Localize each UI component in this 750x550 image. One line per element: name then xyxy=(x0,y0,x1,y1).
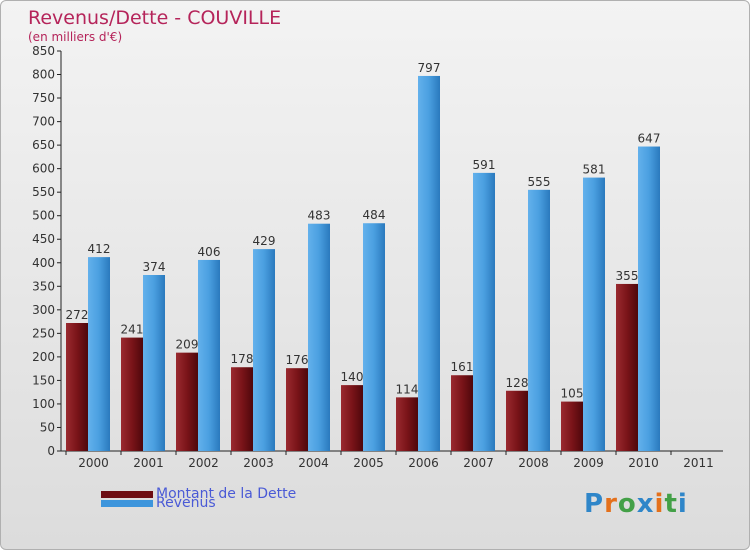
bar-revenus-value-label: 797 xyxy=(418,61,441,75)
y-tick-label: 850 xyxy=(32,44,55,58)
legend-label-revenus: Revenus xyxy=(156,495,216,511)
bar-revenus xyxy=(528,189,550,451)
y-tick-label: 250 xyxy=(32,326,55,340)
bar-dette-value-label: 209 xyxy=(176,338,199,352)
bar-revenus-value-label: 581 xyxy=(583,163,606,177)
logo-letter: o xyxy=(617,489,637,519)
y-tick-label: 750 xyxy=(32,91,55,105)
legend-swatch-dette xyxy=(101,491,153,498)
bar-revenus-value-label: 591 xyxy=(473,158,496,172)
bar-revenus-value-label: 406 xyxy=(198,245,221,259)
y-tick-label: 50 xyxy=(40,420,55,434)
logo-letter: i xyxy=(654,489,665,519)
y-tick-label: 150 xyxy=(32,373,55,387)
y-tick-label: 300 xyxy=(32,303,55,317)
bar-dette-value-label: 105 xyxy=(561,387,584,401)
x-tick-label: 2003 xyxy=(243,456,274,470)
bar-revenus xyxy=(88,257,110,451)
bar-revenus xyxy=(198,259,220,451)
x-tick-label: 2008 xyxy=(518,456,549,470)
x-tick-label: 2002 xyxy=(188,456,219,470)
bar-dette-value-label: 128 xyxy=(506,376,529,390)
bar-dette xyxy=(121,337,143,451)
x-tick-label: 2005 xyxy=(353,456,384,470)
legend-label-dette: Montant de la Dette xyxy=(156,486,297,502)
bar-revenus-value-label: 647 xyxy=(638,132,661,146)
y-tick-label: 650 xyxy=(32,138,55,152)
logo-letter: i xyxy=(677,489,688,519)
bar-dette xyxy=(451,375,473,451)
bar-revenus xyxy=(363,223,385,451)
logo-letter: x xyxy=(636,489,655,519)
x-tick-label: 2001 xyxy=(133,456,164,470)
bar-dette-value-label: 176 xyxy=(286,353,309,367)
bar-revenus xyxy=(583,177,605,451)
y-tick-label: 700 xyxy=(32,115,55,129)
bar-dette xyxy=(506,390,528,451)
bar-revenus xyxy=(418,75,440,452)
axes-group: 0 50 100 150 200 250 300 350 400 450 500 550 600 650 7… xyxy=(32,44,723,470)
x-tick-label: 2000 xyxy=(78,456,109,470)
y-tick-label: 550 xyxy=(32,185,55,199)
bar-revenus xyxy=(308,223,330,451)
bars-group xyxy=(66,75,660,452)
labels-group: 272 241 209 178 176 140 114 161 128 105 355 412 374 4… xyxy=(66,61,661,401)
proxiti-logo: Proxiti xyxy=(584,489,688,519)
logo-letter: r xyxy=(604,489,618,519)
bar-dette-value-label: 178 xyxy=(231,352,254,366)
bar-revenus xyxy=(638,146,660,451)
bar-dette-value-label: 241 xyxy=(121,323,144,337)
bar-dette-value-label: 355 xyxy=(616,269,639,283)
x-tick-label: 2011 xyxy=(683,456,714,470)
bar-dette xyxy=(286,368,308,451)
legend-swatch-revenus xyxy=(101,500,153,507)
y-tick-label: 200 xyxy=(32,350,55,364)
logo-letter: P xyxy=(584,489,605,519)
x-tick-label: 2004 xyxy=(298,456,329,470)
bar-dette xyxy=(341,385,363,451)
x-tick-label: 2007 xyxy=(463,456,494,470)
x-tick-label: 2009 xyxy=(573,456,604,470)
bar-dette-value-label: 272 xyxy=(66,308,89,322)
bar-revenus-value-label: 484 xyxy=(363,208,386,222)
bar-revenus-value-label: 374 xyxy=(143,260,166,274)
bar-revenus-value-label: 483 xyxy=(308,209,331,223)
y-tick-label: 600 xyxy=(32,162,55,176)
bar-dette xyxy=(66,323,88,451)
bar-dette-value-label: 140 xyxy=(341,370,364,384)
y-tick-label: 100 xyxy=(32,397,55,411)
y-tick-label: 350 xyxy=(32,279,55,293)
bar-dette-value-label: 161 xyxy=(451,360,474,374)
bar-dette-value-label: 114 xyxy=(396,382,419,396)
bar-revenus-value-label: 429 xyxy=(253,234,276,248)
chart-subtitle: (en milliers d'€) xyxy=(28,30,123,44)
bar-dette xyxy=(616,283,638,451)
x-tick-label: 2006 xyxy=(408,456,439,470)
bar-dette xyxy=(176,352,198,451)
bar-revenus-value-label: 555 xyxy=(528,175,551,189)
y-tick-label: 400 xyxy=(32,256,55,270)
bar-revenus-value-label: 412 xyxy=(88,242,111,256)
logo-letter: t xyxy=(664,489,678,519)
x-tick-label: 2010 xyxy=(628,456,659,470)
y-tick-label: 0 xyxy=(47,444,55,458)
bar-revenus xyxy=(143,275,165,451)
bar-dette xyxy=(561,401,583,451)
y-tick-label: 500 xyxy=(32,209,55,223)
y-tick-label: 450 xyxy=(32,232,55,246)
bar-dette xyxy=(396,397,418,451)
chart-title: Revenus/Dette - COUVILLE xyxy=(28,7,282,29)
bar-dette xyxy=(231,367,253,451)
bar-revenus xyxy=(473,172,495,451)
y-tick-label: 800 xyxy=(32,68,55,82)
bar-revenus xyxy=(253,249,275,451)
